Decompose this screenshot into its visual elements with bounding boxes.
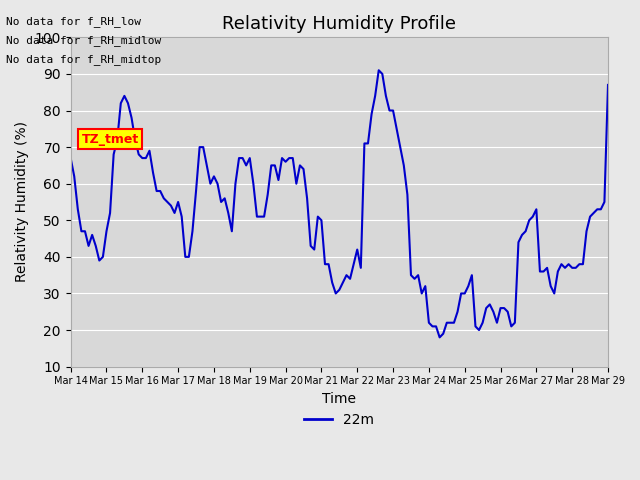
Text: TZ_tmet: TZ_tmet bbox=[81, 132, 139, 146]
Text: No data for f_RH_low: No data for f_RH_low bbox=[6, 16, 141, 27]
Text: No data for f_RH_midtop: No data for f_RH_midtop bbox=[6, 54, 162, 65]
Text: No data for f_RH_midlow: No data for f_RH_midlow bbox=[6, 35, 162, 46]
Title: Relativity Humidity Profile: Relativity Humidity Profile bbox=[222, 15, 456, 33]
Y-axis label: Relativity Humidity (%): Relativity Humidity (%) bbox=[15, 121, 29, 283]
X-axis label: Time: Time bbox=[323, 392, 356, 406]
Legend: 22m: 22m bbox=[299, 407, 380, 432]
